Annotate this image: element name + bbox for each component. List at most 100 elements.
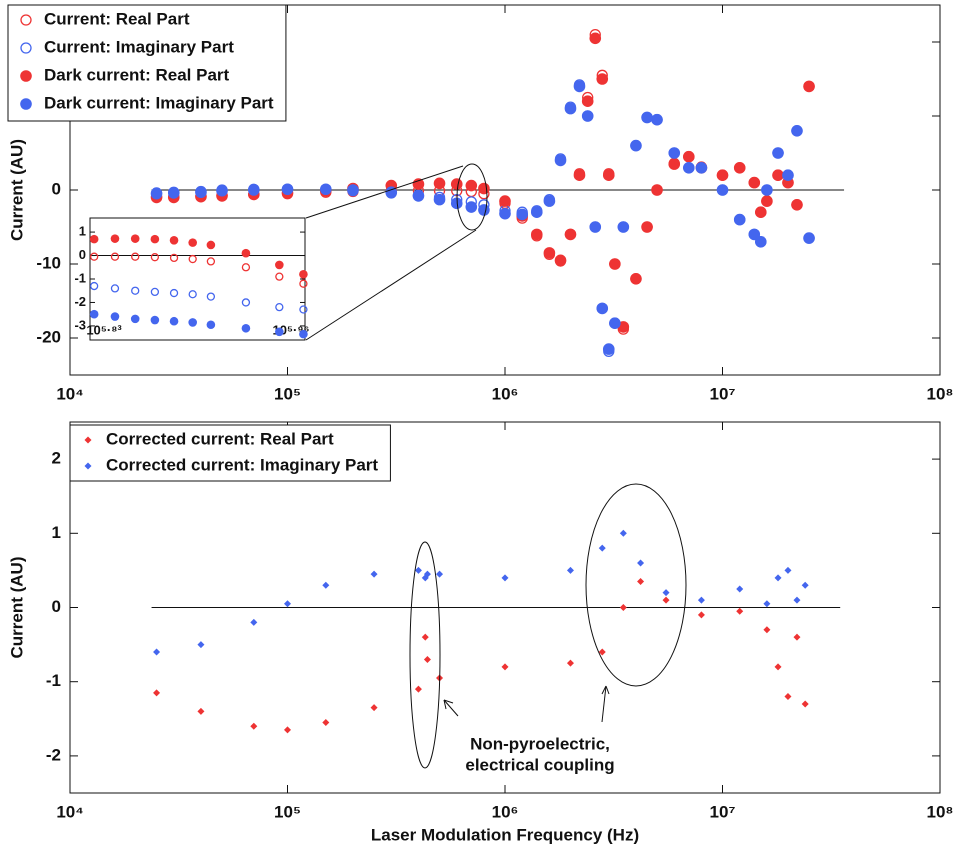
point [516, 208, 529, 221]
x-tick-label: 10⁷ [710, 384, 736, 403]
x-tick-label: 10⁵·⁸³ [86, 322, 122, 337]
point [619, 604, 627, 611]
point [791, 199, 803, 211]
point [150, 253, 160, 262]
point [284, 726, 291, 734]
point [370, 570, 378, 578]
point [250, 618, 258, 626]
point [216, 184, 228, 197]
point [433, 193, 446, 206]
point [241, 263, 251, 272]
point [299, 305, 308, 314]
point [801, 581, 809, 589]
point [153, 648, 161, 656]
point [641, 221, 653, 233]
legend-item: Current: Real Part [20, 9, 190, 28]
legend-box [7, 4, 287, 122]
y-tick-label: 0 [52, 597, 61, 616]
point [763, 600, 771, 608]
bottom-panel: -2 -1 0 1 2 10⁴ 10⁵ 10⁶ 10⁷ 10⁸ Current (AU) Laser … [7, 421, 953, 844]
legend-item: Dark current: Real Part [20, 65, 230, 84]
point [803, 80, 815, 93]
point [554, 154, 567, 167]
x-tick-label: 10⁸ [927, 384, 954, 403]
legend-item: Corrected current: Imaginary Part [84, 455, 378, 474]
point [782, 169, 794, 181]
point [668, 158, 681, 170]
legend-item: Current: Imaginary Part [20, 37, 234, 56]
point [169, 316, 179, 326]
point [619, 529, 627, 537]
point [801, 700, 809, 708]
point [423, 655, 431, 663]
annotation-arrow [443, 699, 459, 717]
y-axis-label: Current (AU) [7, 139, 26, 241]
point [716, 184, 729, 196]
y-tick-label: -20 [36, 327, 61, 346]
point [167, 187, 180, 199]
point [197, 641, 205, 649]
point [275, 303, 284, 312]
legend-box [69, 424, 391, 482]
point [478, 204, 490, 216]
point [423, 570, 431, 578]
point [501, 663, 509, 671]
point [637, 578, 645, 586]
point [543, 247, 556, 259]
point [748, 176, 761, 189]
legend-marker [20, 70, 32, 82]
legend-label: Dark current: Real Part [44, 65, 230, 84]
zoom-ellipse [456, 163, 488, 231]
point [188, 238, 197, 247]
point [683, 150, 695, 163]
point [241, 298, 251, 307]
x-tick-label: 10⁷ [710, 802, 736, 821]
legend: Corrected current: Real Part Corrected cu… [69, 424, 391, 482]
x-tick-label: 10⁶ [492, 384, 519, 403]
point [412, 190, 425, 202]
point [322, 719, 330, 727]
y-tick-label: -3 [74, 317, 86, 332]
point [763, 626, 771, 634]
point [370, 704, 378, 712]
point [450, 178, 463, 190]
point [150, 234, 160, 244]
point [573, 169, 586, 181]
point [169, 288, 179, 298]
point [784, 693, 792, 701]
x-tick-label: 10⁵ [274, 802, 301, 821]
point [347, 184, 359, 196]
point [566, 659, 574, 667]
point [772, 147, 784, 159]
point [761, 195, 773, 207]
point [733, 162, 746, 174]
point [110, 312, 120, 321]
point [499, 195, 511, 207]
point [695, 162, 708, 174]
point [414, 566, 422, 574]
point [414, 685, 422, 693]
point [761, 184, 773, 196]
point [784, 566, 792, 574]
x-axis-label: Laser Modulation Frequency (Hz) [371, 825, 639, 844]
point [581, 95, 594, 107]
point [651, 113, 663, 126]
point [299, 279, 308, 288]
point [602, 169, 615, 181]
point [241, 323, 251, 333]
y-tick-label: -1 [46, 671, 61, 690]
legend-marker [20, 98, 32, 110]
point [275, 272, 284, 281]
point [169, 235, 179, 245]
point [188, 318, 197, 327]
point [206, 292, 216, 301]
point [250, 722, 258, 730]
point [564, 102, 577, 115]
point [736, 607, 744, 615]
legend-marker [20, 14, 32, 26]
annotation-arrowhead [443, 699, 454, 710]
point [564, 228, 577, 241]
point [772, 169, 784, 181]
